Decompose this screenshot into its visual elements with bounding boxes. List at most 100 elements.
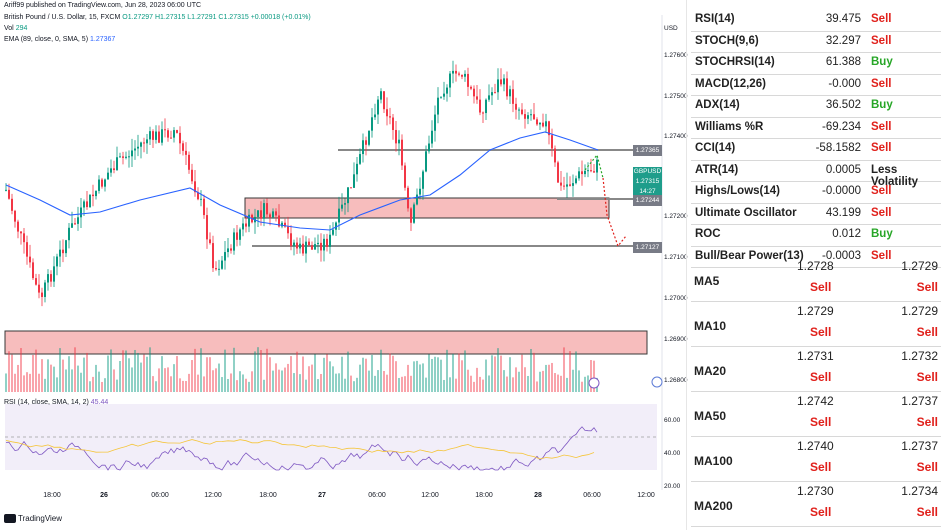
candle-body (38, 284, 40, 293)
candle-body (347, 187, 349, 204)
volume-bar (377, 370, 379, 392)
volume-bar (548, 364, 550, 392)
price-axis-label: 1.27000 (664, 295, 688, 302)
volume-bar (380, 349, 382, 392)
volume-bar (386, 374, 388, 392)
volume-bar (101, 381, 103, 392)
volume-bar (23, 375, 25, 392)
volume-bar (254, 351, 256, 392)
volume-bar (512, 377, 514, 392)
chart-panel[interactable]: Ariff99 published on TradingView.com, Ju… (0, 0, 688, 530)
volume-bar (86, 352, 88, 392)
indicator-action: Sell (871, 206, 892, 219)
ma-exp-action: Sell (916, 325, 938, 339)
tradingview-logo[interactable]: TradingView (4, 514, 63, 524)
volume-bar (431, 358, 433, 392)
volume-bar (353, 381, 355, 392)
ema-value: 1.27367 (89, 36, 116, 43)
candle-body (497, 79, 499, 93)
candle-body (92, 194, 94, 197)
candle-body (179, 132, 181, 144)
indicator-name: Bull/Bear Power(13) (695, 249, 804, 262)
vol-value: 294 (15, 25, 28, 32)
candle-body (503, 78, 505, 85)
volume-bar (491, 355, 493, 392)
ema-label: EMA (89, close, 0, SMA, 5) (4, 36, 89, 43)
volume-bar (506, 376, 508, 392)
volume-bar (515, 367, 517, 392)
volume-bar (383, 370, 385, 392)
candle-body (146, 139, 148, 144)
rsi-axis-label: 20.00 (664, 483, 681, 490)
indicator-name: STOCH(9,6) (695, 34, 759, 47)
volume-bar (182, 380, 184, 392)
volume-bar (485, 359, 487, 392)
volume-bar (464, 350, 466, 392)
brand-name: TradingView (18, 514, 63, 523)
candle-body (413, 204, 415, 223)
volume-bar (539, 371, 541, 392)
volume-bar (50, 364, 52, 392)
volume-bar (170, 376, 172, 392)
volume-bar (521, 354, 523, 392)
indicator-row: ADX(14) 36.502 Buy (691, 96, 941, 118)
indicator-name: ATR(14) (695, 163, 739, 176)
indicator-action: Sell (871, 77, 892, 90)
volume-bar (365, 358, 367, 392)
candle-body (164, 129, 166, 131)
candle-body (575, 178, 577, 184)
volume-bar (398, 377, 400, 392)
volume-bar (230, 373, 232, 392)
flag-icon (651, 376, 663, 388)
candle-body (284, 222, 286, 227)
candle-body (257, 210, 259, 217)
candle-body (200, 198, 202, 200)
candle-body (107, 172, 109, 180)
resistance-zone (244, 197, 610, 219)
rsi-axis-label: 60.00 (664, 417, 681, 424)
volume-bar (437, 357, 439, 392)
volume-bar (83, 357, 85, 392)
volume-bar (581, 381, 583, 392)
indicator-name: RSI(14) (695, 13, 735, 25)
volume-bar (20, 348, 22, 392)
candle-body (185, 150, 187, 155)
volume-bar (578, 370, 580, 392)
volume-bar (176, 356, 178, 392)
candle-body (500, 79, 502, 85)
ma-simple-value: 1.2740 (797, 439, 834, 453)
ma-name: MA50 (694, 409, 727, 423)
candle-body (596, 159, 598, 173)
candle-body (308, 241, 310, 246)
rsi-signal-line (5, 439, 595, 460)
price-axis-label: 1.26800 (664, 377, 688, 384)
candle-body (50, 274, 52, 282)
volume-bar (338, 373, 340, 392)
candle-body (191, 169, 193, 182)
volume-bar (374, 375, 376, 392)
volume-bar (221, 377, 223, 392)
price-chart[interactable] (0, 0, 663, 530)
candle-body (332, 229, 334, 235)
time-axis-label: 06:00 (151, 492, 169, 499)
volume-bar (287, 363, 289, 392)
ma-name: MA20 (694, 364, 727, 378)
indicator-row: STOCHRSI(14) 61.388 Buy (691, 53, 941, 75)
volume-bar (179, 378, 181, 392)
indicator-value: 0.0005 (825, 163, 861, 176)
candle-body (401, 139, 403, 166)
candle-body (566, 184, 568, 187)
candle-body (158, 131, 160, 143)
candle-body (68, 227, 70, 241)
volume-bar (335, 373, 337, 392)
indicator-row: STOCH(9,6) 32.297 Sell (691, 32, 941, 53)
candle-body (362, 140, 364, 155)
indicator-action: Buy (871, 99, 893, 111)
volume-bar (518, 371, 520, 392)
candle-body (407, 187, 409, 209)
candle-body (590, 170, 592, 172)
volume-bar (407, 364, 409, 392)
rsi-line: RSI (14, close, SMA, 14, 2) 45.44 (4, 399, 108, 406)
support-zone-lower (4, 330, 648, 355)
ma-exp-value: 1.2737 (901, 394, 938, 408)
